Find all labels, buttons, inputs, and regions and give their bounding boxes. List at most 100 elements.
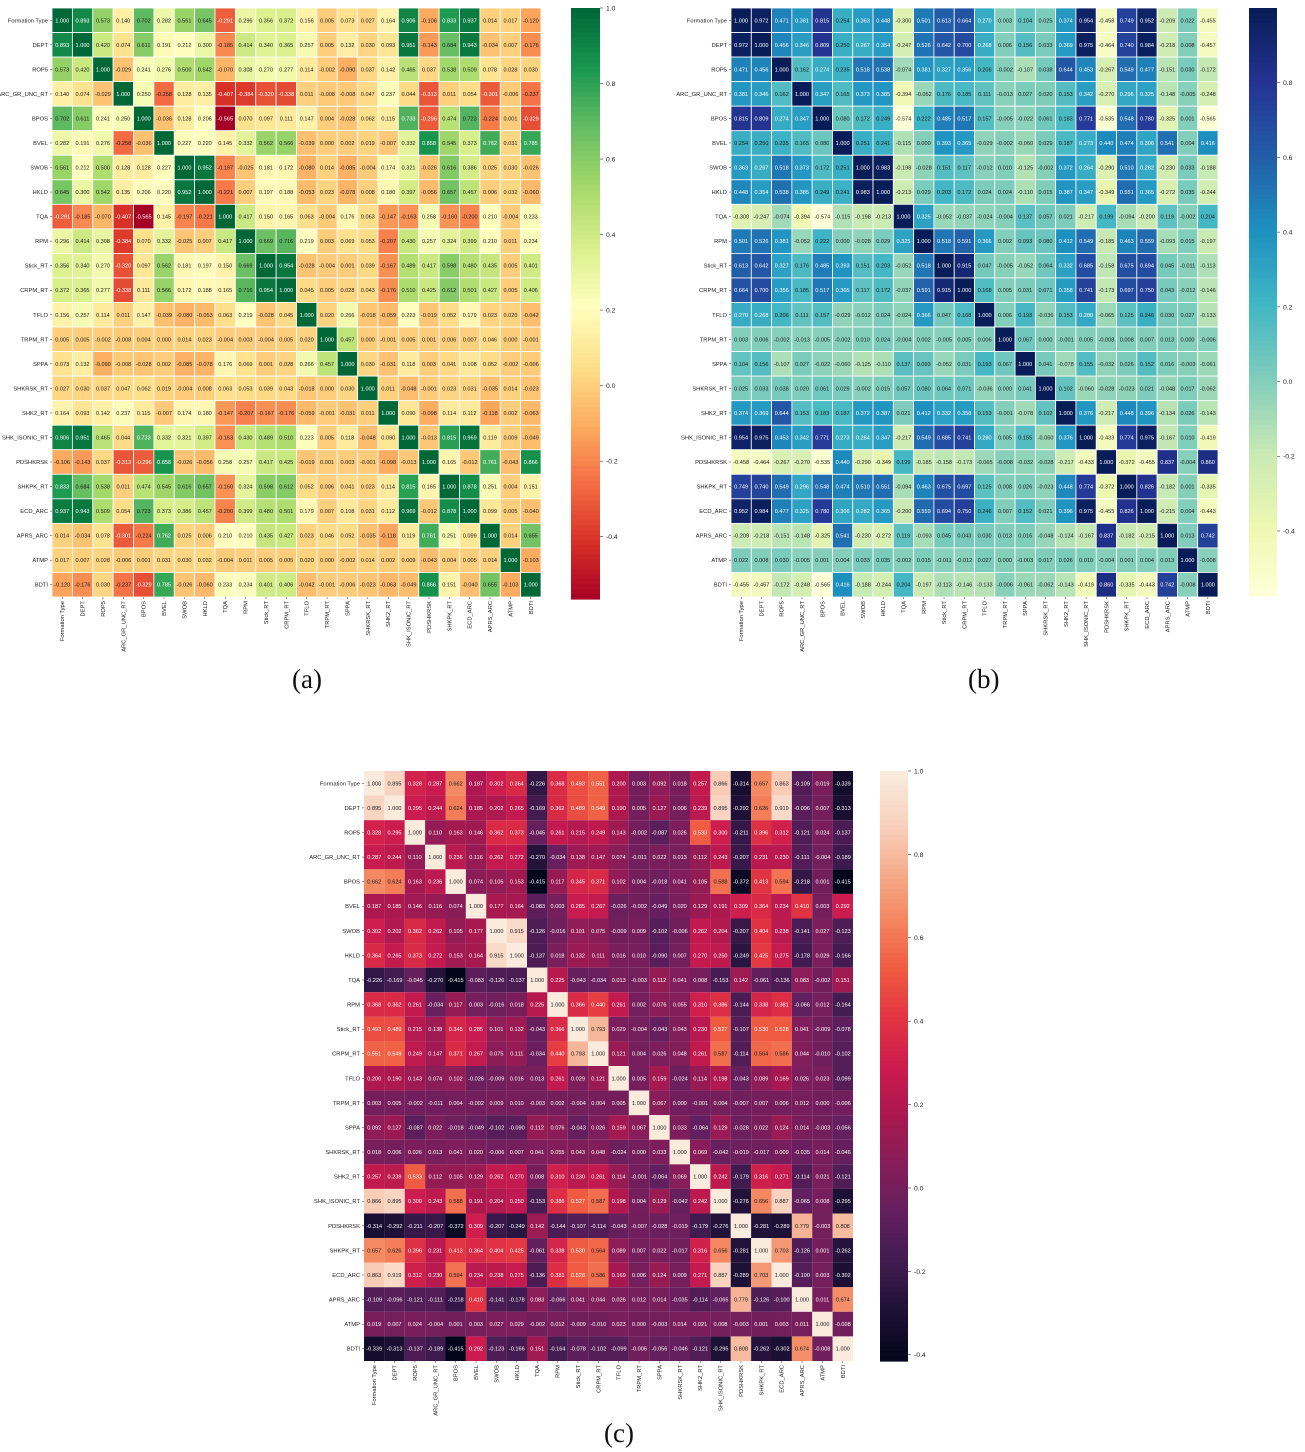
cell-value-label-a-0-12: 0.156 [300, 18, 314, 24]
cell-value-label-b-4-10: 0.485 [937, 116, 951, 122]
y-tick-label-b-rop5: ROP5 [711, 67, 727, 73]
x-tick-label-a-bdti: BDTI [529, 601, 535, 615]
cell-value-label-c-2-2: 1.000 [408, 830, 422, 836]
cell-value-label-a-2-16: 0.142 [381, 67, 395, 73]
colorbar-segment [880, 785, 908, 792]
colorbar-segment [880, 928, 908, 934]
y-tick-label-b-shkpk-rt: SHKPK_RT [697, 485, 728, 491]
cell-value-label-b-14-0: 0.104 [734, 362, 748, 368]
colorbar-segment [571, 57, 600, 63]
cell-value-label-a-16-10: -0.167 [258, 411, 274, 417]
cell-value-label-b-7-0: 0.448 [734, 190, 748, 196]
cell-value-label-a-8-17: -0.163 [401, 215, 417, 221]
cell-value-label-c-10-10: 1.000 [571, 1027, 585, 1033]
cell-value-label-c-10-19: 0.530 [754, 1027, 768, 1033]
cell-value-label-b-20-13: 0.007 [998, 509, 1012, 515]
y-tick-label-b-stick-rt: Stick_RT [704, 264, 728, 270]
colorbar-segment [1249, 346, 1277, 352]
cell-value-label-b-3-17: 0.342 [1079, 92, 1093, 98]
cell-value-label-a-3-18: -0.313 [421, 92, 437, 98]
cell-value-label-a-10-20: 0.480 [463, 264, 477, 270]
cell-value-label-b-15-5: 0.029 [836, 386, 850, 392]
cell-value-label-a-20-15: 0.031 [361, 509, 375, 515]
cell-value-label-b-21-5: 0.541 [836, 534, 850, 540]
cell-value-label-b-0-0: 1.000 [734, 18, 748, 24]
cell-value-label-b-11-22: -0.012 [1180, 288, 1196, 294]
cell-value-label-a-15-20: 0.031 [463, 386, 477, 392]
cell-value-label-b-21-10: 0.045 [937, 534, 951, 540]
cell-value-label-a-11-1: 0.365 [76, 288, 90, 294]
colorbar-tick-label-b-2: 0.0 [1283, 379, 1293, 386]
cell-value-label-a-12-19: 0.052 [442, 313, 456, 319]
cell-value-label-c-4-18: -0.372 [733, 880, 749, 886]
cell-value-label-a-1-23: -0.176 [523, 43, 539, 49]
cell-value-label-a-7-16: 0.180 [381, 190, 395, 196]
colorbar-segment [571, 170, 600, 177]
cell-value-label-a-8-1: -0.185 [75, 215, 91, 221]
colorbar-segment [571, 52, 600, 58]
colorbar-segment [1249, 493, 1277, 499]
x-tick-label-a-shk2-rt: SHK2_RT [386, 601, 392, 627]
cell-value-label-b-20-21: -0.215 [1159, 509, 1175, 515]
cell-value-label-b-6-22: 0.033 [1181, 166, 1195, 172]
cell-value-label-c-7-11: 0.111 [592, 953, 605, 959]
cell-value-label-c-21-17: -0.065 [713, 1298, 729, 1304]
colorbar-segment [880, 1243, 908, 1249]
cell-value-label-a-5-5: 1.000 [157, 141, 171, 147]
x-tick-label-b-atmp: ATMP [1186, 601, 1192, 617]
cell-value-label-c-4-5: 0.074 [469, 880, 483, 886]
cell-value-label-b-16-4: 0.183 [815, 411, 829, 417]
cell-value-label-c-22-8: -0.002 [529, 1322, 545, 1328]
cell-value-label-c-12-3: 0.074 [428, 1076, 442, 1082]
cell-value-label-a-2-8: -0.070 [217, 67, 233, 73]
colorbar-segment [1249, 556, 1277, 563]
cell-value-label-b-19-10: 0.675 [937, 485, 951, 491]
cell-value-label-c-2-0: 0.328 [367, 830, 381, 836]
cell-value-label-b-15-16: 0.102 [1059, 386, 1073, 392]
cell-value-label-a-19-10: 0.598 [259, 485, 273, 491]
cell-value-label-b-6-17: 0.264 [1079, 166, 1093, 172]
cell-value-label-a-20-17: 0.969 [402, 509, 416, 515]
cell-value-label-c-9-14: 0.076 [652, 1003, 666, 1009]
cell-value-label-b-0-7: 0.448 [876, 18, 890, 24]
cell-value-label-b-19-21: -0.182 [1159, 485, 1175, 491]
cell-value-label-a-13-21: 0.046 [483, 337, 497, 343]
cell-value-label-b-9-2: 0.381 [775, 239, 789, 245]
cell-value-label-c-4-19: 0.413 [754, 880, 768, 886]
cell-value-label-b-14-8: 0.137 [896, 362, 910, 368]
cell-value-label-a-18-23: 0.866 [524, 460, 538, 466]
cell-value-label-b-3-9: -0.052 [916, 92, 932, 98]
cell-value-label-c-2-16: 0.533 [693, 830, 707, 836]
colorbar-segment [571, 165, 600, 172]
cell-value-label-b-2-16: 0.644 [1059, 67, 1073, 73]
cell-value-label-a-21-18: 0.761 [422, 534, 436, 540]
cell-value-label-c-10-16: 0.230 [693, 1027, 707, 1033]
cell-value-label-a-21-19: 0.251 [442, 534, 456, 540]
colorbar-segment [1249, 341, 1277, 347]
colorbar-segment [1249, 22, 1277, 29]
colorbar-segment [1249, 238, 1277, 244]
cell-value-label-a-1-4: 0.611 [137, 43, 151, 49]
y-tick-label-a-swob: SWOB [30, 166, 48, 172]
cell-value-label-a-11-0: 0.372 [55, 288, 69, 294]
cell-value-label-c-15-10: 0.043 [571, 1150, 585, 1156]
cell-value-label-a-14-13: 0.457 [320, 362, 334, 368]
cell-value-label-c-23-3: -0.189 [427, 1347, 443, 1353]
cell-value-label-c-23-8: 0.151 [530, 1347, 544, 1353]
cell-value-label-a-14-8: 0.176 [218, 362, 232, 368]
cell-value-label-b-0-17: 0.954 [1079, 18, 1093, 24]
cell-value-label-c-10-23: -0.078 [835, 1027, 851, 1033]
x-tick-label-c-rop5: ROP5 [413, 1365, 419, 1381]
cell-value-label-c-16-5: 0.129 [469, 1175, 483, 1181]
cell-value-label-b-5-7: 0.241 [876, 141, 890, 147]
cell-value-label-a-20-0: 0.937 [55, 509, 69, 515]
cell-value-label-a-10-5: 0.562 [157, 264, 171, 270]
cell-value-label-c-2-19: 0.396 [754, 830, 768, 836]
cell-value-label-c-15-17: -0.042 [713, 1150, 729, 1156]
colorbar-segment [880, 982, 908, 988]
cell-value-label-c-23-2: -0.137 [407, 1347, 423, 1353]
cell-value-label-c-16-10: 0.230 [571, 1175, 585, 1181]
cell-value-label-a-19-11: 0.612 [279, 485, 293, 491]
cell-value-label-b-23-1: -0.457 [754, 583, 770, 589]
cell-value-label-c-23-12: -0.099 [611, 1347, 627, 1353]
